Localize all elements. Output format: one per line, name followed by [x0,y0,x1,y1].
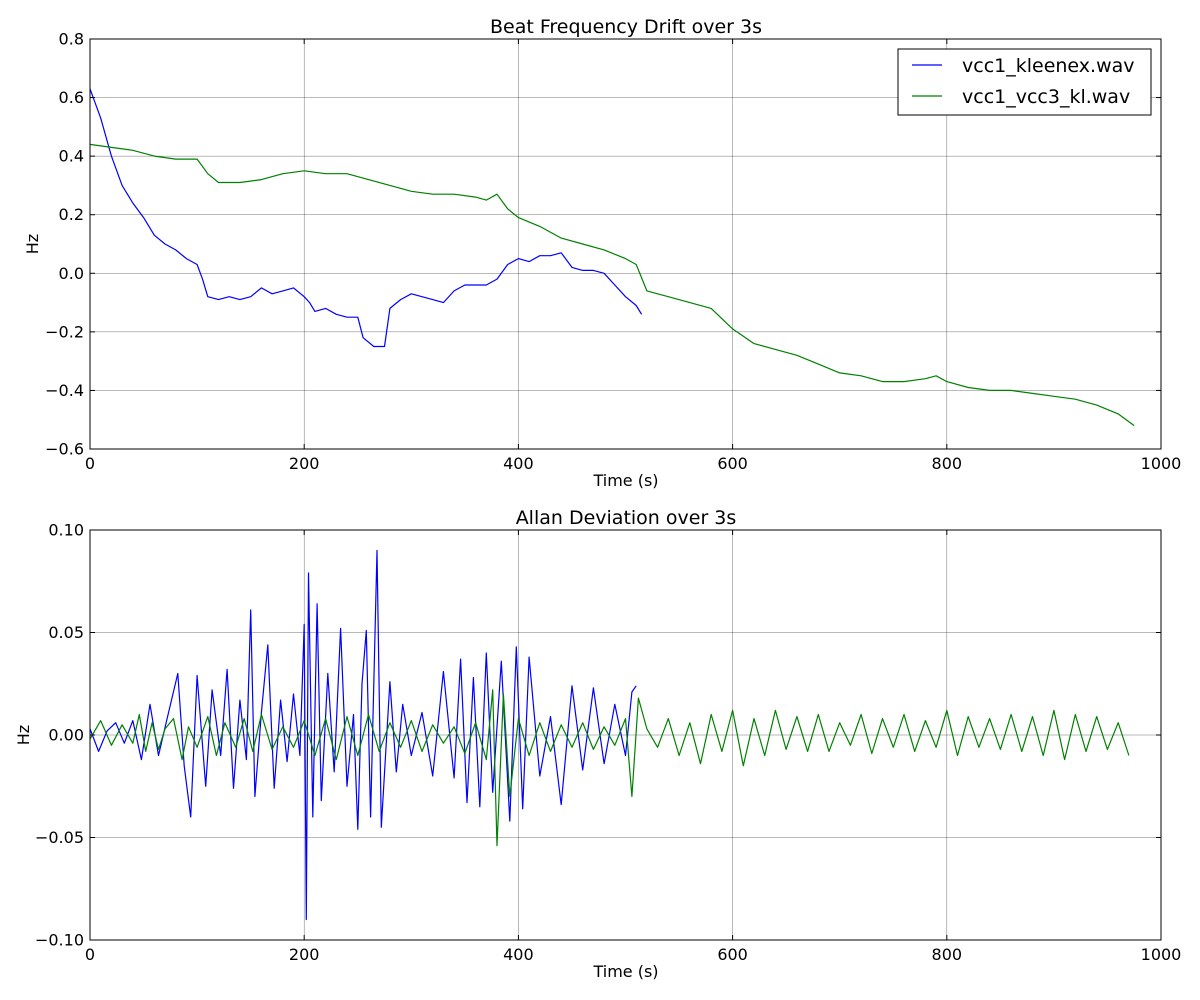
allan-y-tick-label: 0.05 [48,623,84,642]
drift-series-group [89,88,1135,427]
allan-x-tick-label: 600 [717,945,748,964]
drift-plot-frame [89,38,1162,450]
drift-chart-title: Beat Frequency Drift over 3s [490,16,762,38]
allan-x-tick-label: 800 [932,945,963,964]
drift-y-axis-label: Hz [23,234,42,254]
drift-x-tick-label: 600 [717,454,748,473]
drift-y-tick-label: −0.6 [45,440,84,459]
legend-label-kleenex: vcc1_kleenex.wav [962,55,1135,77]
drift-x-tick-label: 800 [932,454,963,473]
allan-x-tick-label: 400 [503,945,534,964]
drift-y-tick-label: 0.6 [59,88,84,107]
drift-series-line-1 [89,143,1135,427]
allan-chart: Allan Deviation over 3s 0 200 400 600 800 100… [14,507,1181,981]
allan-y-tick-label: 0.00 [48,726,84,745]
drift-x-tick-label: 200 [289,454,320,473]
drift-y-tick-label: 0.0 [59,264,84,283]
drift-legend: vcc1_kleenex.wav vcc1_vcc3_kl.wav [897,48,1152,116]
drift-y-tick-label: 0.8 [59,30,84,49]
drift-x-tick-label: 1000 [1141,454,1182,473]
drift-x-tick-label: 0 [85,454,95,473]
allan-y-tick-label: −0.10 [35,931,84,950]
drift-gridlines [89,38,1162,450]
allan-series-group [89,549,1130,921]
allan-chart-title: Allan Deviation over 3s [516,507,737,529]
allan-y-tick-label: 0.10 [48,521,84,540]
drift-x-axis-label: Time (s) [592,471,658,490]
allan-series-line-1 [89,689,1130,847]
drift-y-tick-label: −0.4 [45,381,84,400]
allan-y-tick-label: −0.05 [35,828,84,847]
allan-ticks: 0 200 400 600 800 1000 −0.10 −0.05 0.00 0.05 0.10 [35,521,1181,965]
allan-x-axis-label: Time (s) [592,962,658,981]
allan-series-line-0 [89,549,637,921]
allan-x-tick-label: 0 [85,945,95,964]
legend-label-vcc3: vcc1_vcc3_kl.wav [962,86,1130,108]
drift-y-tick-label: −0.2 [45,322,84,341]
drift-ticks: 0 200 400 600 800 1000 −0.6 −0.4 −0.2 0.0 0.2 0.4 0.… [45,30,1181,474]
allan-x-tick-label: 200 [289,945,320,964]
drift-chart: Beat Frequency Drift over 3s 0 200 400 600 8… [23,16,1181,490]
drift-y-tick-label: 0.2 [59,205,84,224]
drift-series-line-0 [89,88,643,348]
drift-x-tick-label: 400 [503,454,534,473]
legend-box [897,48,1152,116]
allan-y-axis-label: Hz [14,725,33,745]
drift-y-tick-label: 0.4 [59,147,84,166]
allan-x-tick-label: 1000 [1141,945,1182,964]
